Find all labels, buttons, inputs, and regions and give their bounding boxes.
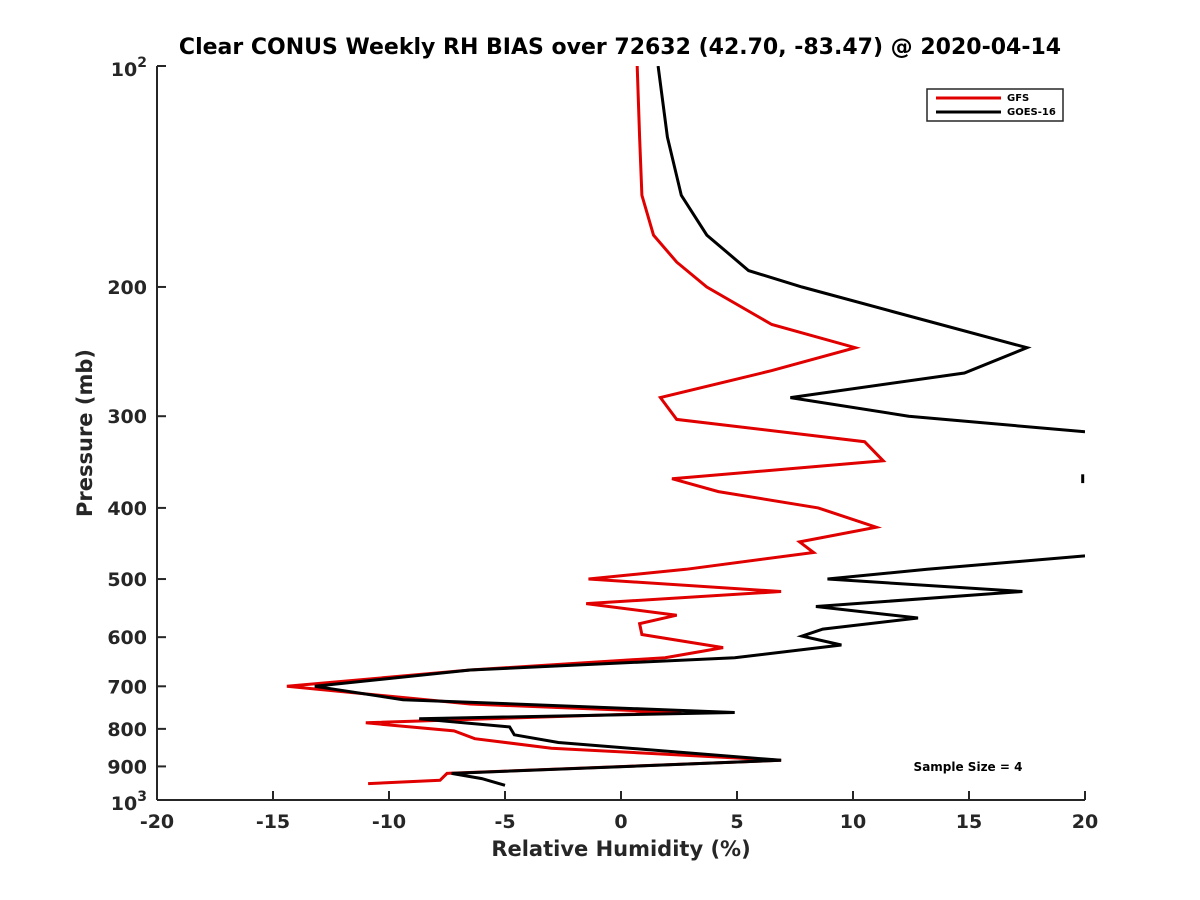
y-tick-label: 300 <box>107 406 147 428</box>
x-tick-label: 5 <box>730 811 743 833</box>
x-tick-label: -15 <box>256 811 290 833</box>
legend-label-goes16: GOES-16 <box>1007 107 1056 118</box>
y-decade-label: 102 <box>111 55 147 81</box>
x-tick-label: 15 <box>956 811 982 833</box>
x-tick-label: -10 <box>372 811 406 833</box>
legend-box <box>926 88 1064 122</box>
y-axis-label: Pressure (mb) <box>73 349 97 517</box>
sample-size-annotation: Sample Size = 4 <box>914 760 1023 774</box>
y-tick-label: 600 <box>107 627 147 649</box>
y-tick-label: 200 <box>107 277 147 299</box>
y-tick-label: 500 <box>107 569 147 591</box>
legend-label-gfs: GFS <box>1007 93 1029 104</box>
y-tick-label: 400 <box>107 498 147 520</box>
chart-title: Clear CONUS Weekly RH BIAS over 72632 (4… <box>179 35 1061 60</box>
series-line-goes16-segment-3 <box>314 554 1085 787</box>
series-line-gfs <box>286 66 887 786</box>
y-tick-label: 700 <box>107 676 147 698</box>
series-line-goes16-segment-1 <box>656 66 1085 434</box>
x-tick-label: 10 <box>840 811 866 833</box>
legend: GFS GOES-16 <box>926 88 1064 122</box>
y-decade-label: 103 <box>111 789 147 815</box>
x-axis-label: Relative Humidity (%) <box>491 837 750 861</box>
x-tick-label: -20 <box>140 811 174 833</box>
y-tick-label: 900 <box>107 756 147 778</box>
x-tick-label: -5 <box>494 811 515 833</box>
plot-area <box>286 66 1085 787</box>
axis-ticks: -20 -15 -10 -5 0 5 10 15 20 200 300 400 500 600 700 800… <box>107 55 1098 833</box>
x-tick-label: 0 <box>614 811 627 833</box>
x-tick-label: 20 <box>1072 811 1098 833</box>
y-tick-label: 800 <box>107 719 147 741</box>
